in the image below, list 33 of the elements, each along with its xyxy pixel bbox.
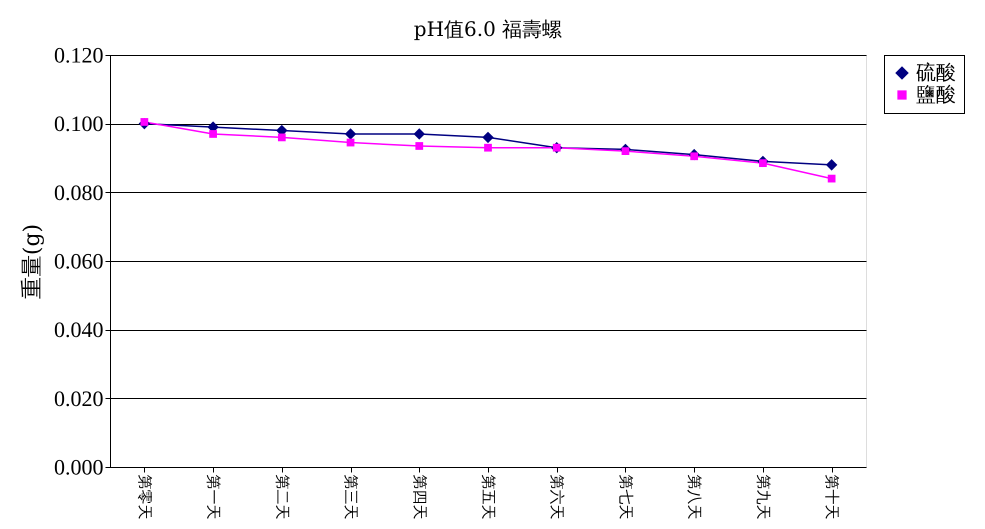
y-tick-label: 0.100: [54, 111, 104, 136]
point: [482, 132, 494, 144]
point: [209, 130, 217, 138]
legend-label: 鹽酸: [916, 82, 956, 106]
point: [278, 134, 286, 142]
x-tick-label: 第九天: [754, 474, 772, 520]
point: [415, 142, 424, 150]
y-tick-label: 0.120: [54, 42, 104, 68]
y-axis-title: 重量(g): [20, 224, 45, 300]
chart-title: pH值6.0 福壽螺: [414, 17, 562, 41]
y-tick-label: 0.020: [54, 386, 104, 411]
x-tick-label: 第四天: [410, 474, 429, 520]
point: [140, 118, 148, 126]
x-tick-label: 第二天: [273, 474, 292, 520]
x-tick-label: 第五天: [480, 474, 498, 520]
y-tick-label: 0.040: [54, 317, 104, 342]
x-tick-label: 第三天: [342, 474, 360, 520]
point: [484, 144, 492, 152]
point: [344, 128, 356, 140]
x-tick-label: 第一天: [204, 474, 223, 520]
x-tick-label: 第八天: [686, 474, 704, 520]
point: [826, 159, 838, 171]
y-tick-label: 0.060: [54, 248, 104, 274]
legend-label: 硫酸: [916, 60, 956, 84]
point: [828, 174, 836, 182]
point: [346, 138, 354, 146]
y-tick-label: 0.000: [54, 454, 104, 480]
point: [414, 128, 425, 140]
y-tick-label: 0.080: [54, 180, 104, 205]
x-tick-label: 第七天: [616, 474, 635, 520]
x-tick-label: 第十天: [823, 474, 842, 520]
x-tick-label: 第零天: [136, 474, 154, 520]
x-tick-label: 第六天: [548, 474, 566, 520]
